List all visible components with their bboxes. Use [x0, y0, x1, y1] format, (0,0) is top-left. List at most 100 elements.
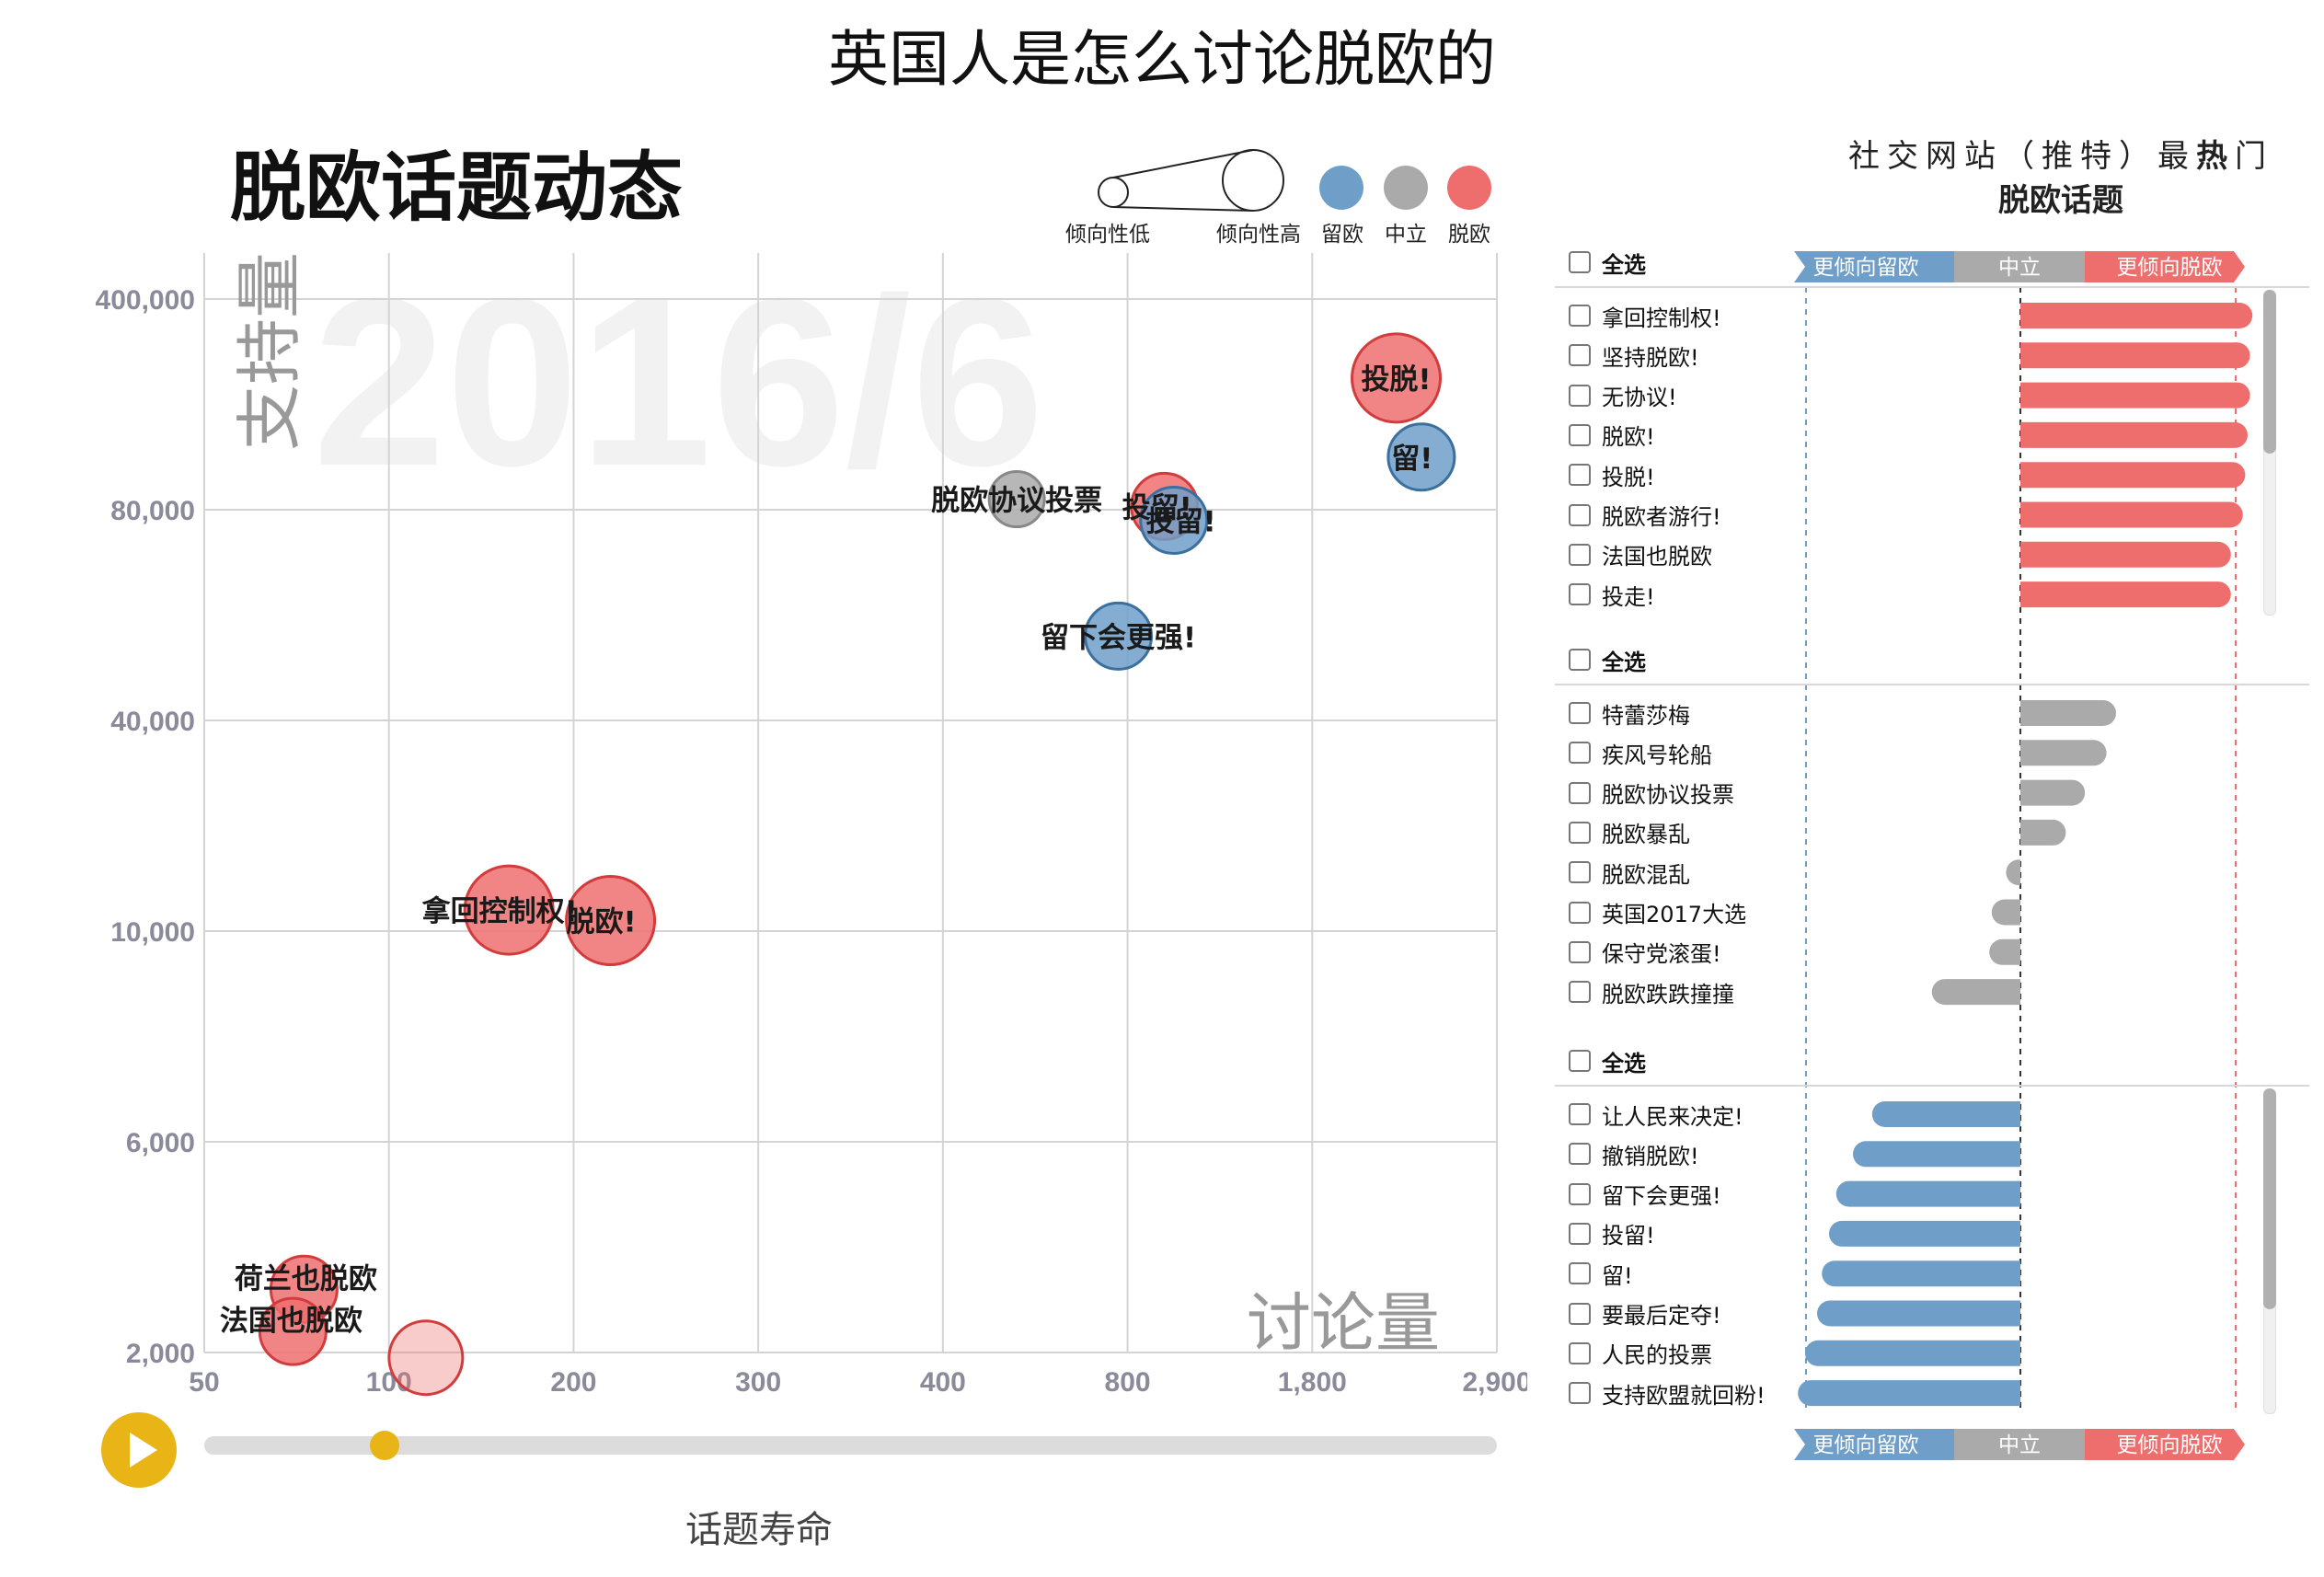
bubble[interactable]: [258, 1296, 328, 1366]
topic-row[interactable]: 支持欧盟就回粉!: [1569, 1375, 1766, 1411]
topic-bar[interactable]: [1822, 1260, 2020, 1287]
topic-bar[interactable]: [2020, 819, 2066, 846]
select-all-checkbox-leave[interactable]: 全选: [1569, 244, 1646, 281]
topic-row[interactable]: 撤销脱欧!: [1569, 1135, 1699, 1172]
topic-row[interactable]: 法国也脱欧: [1569, 536, 1712, 573]
topic-bar[interactable]: [2020, 382, 2250, 409]
topic-bar[interactable]: [1989, 938, 2020, 965]
bubble[interactable]: [565, 875, 657, 967]
checkbox-icon[interactable]: [1569, 344, 1591, 367]
checkbox-icon[interactable]: [1569, 464, 1591, 487]
checkbox-icon[interactable]: [1569, 1382, 1591, 1405]
topic-row[interactable]: 脱欧跌跌撞撞: [1569, 973, 1734, 1010]
legend-leave-dot: [1447, 166, 1491, 210]
checkbox-icon[interactable]: [1569, 583, 1591, 606]
topic-row[interactable]: 投脱!: [1569, 456, 1655, 493]
scrollbar-thumb[interactable]: [2263, 1088, 2276, 1309]
topic-row[interactable]: 让人民来决定!: [1569, 1096, 1743, 1133]
topic-row[interactable]: 投留!: [1569, 1215, 1655, 1252]
checkbox-icon[interactable]: [1569, 251, 1591, 273]
checkbox-icon[interactable]: [1569, 649, 1591, 671]
bubble-label: 留!: [1391, 443, 1432, 476]
checkbox-icon[interactable]: [1569, 1182, 1591, 1205]
topic-row[interactable]: 留!: [1569, 1255, 1633, 1292]
scale-leave-label: 更倾向脱欧: [2117, 256, 2223, 280]
topic-bar[interactable]: [2020, 342, 2250, 369]
topic-bar[interactable]: [2020, 462, 2246, 489]
topic-bar[interactable]: [2006, 859, 2020, 886]
topic-row[interactable]: 拿回控制权!: [1569, 297, 1721, 334]
topic-bar[interactable]: [1829, 1220, 2020, 1247]
checkbox-icon[interactable]: [1569, 781, 1591, 804]
timeline-slider-handle[interactable]: [370, 1431, 399, 1460]
checkbox-icon[interactable]: [1569, 1262, 1591, 1285]
topic-bar[interactable]: [2020, 303, 2253, 328]
axis-ticks: 50 100 200 300 400 800 1,800 2,900 2,000 6,000 10,…: [96, 285, 1527, 1398]
topic-row[interactable]: 疾风号轮船: [1569, 734, 1712, 771]
checkbox-icon[interactable]: [1569, 543, 1591, 566]
topic-bar[interactable]: [2020, 740, 2107, 766]
topic-bar[interactable]: [2020, 581, 2231, 608]
y-axis-label: 支持量: [231, 252, 308, 451]
checkbox-icon[interactable]: [1569, 1341, 1591, 1364]
topic-bar[interactable]: [1798, 1380, 2020, 1407]
checkbox-icon[interactable]: [1569, 1302, 1591, 1325]
topic-row[interactable]: 脱欧混乱: [1569, 854, 1690, 891]
topic-bar[interactable]: [2020, 541, 2231, 568]
checkbox-icon[interactable]: [1569, 1143, 1591, 1166]
checkbox-icon[interactable]: [1569, 384, 1591, 407]
topic-bar[interactable]: [1817, 1300, 2020, 1327]
topic-bar[interactable]: [2020, 421, 2249, 448]
checkbox-icon[interactable]: [1569, 423, 1591, 446]
checkbox-icon[interactable]: [1569, 742, 1591, 765]
play-button[interactable]: [101, 1412, 177, 1488]
checkbox-icon[interactable]: [1569, 1222, 1591, 1245]
checkbox-icon[interactable]: [1569, 702, 1591, 724]
bubble[interactable]: [1386, 422, 1456, 492]
topic-row[interactable]: 脱欧!: [1569, 417, 1655, 454]
bubble[interactable]: [1084, 601, 1154, 671]
topic-bar[interactable]: [1931, 979, 2020, 1006]
checkbox-icon[interactable]: [1569, 940, 1591, 963]
chart-title: 脱欧话题动态: [230, 144, 684, 232]
topic-row[interactable]: 要最后定夺!: [1569, 1295, 1721, 1332]
topic-row[interactable]: 特蕾莎梅: [1569, 695, 1690, 731]
bubble[interactable]: [1351, 332, 1443, 424]
bubble[interactable]: [1139, 485, 1209, 555]
topic-row[interactable]: 英国2017大选: [1569, 894, 1746, 931]
timeline-slider[interactable]: [204, 1436, 1497, 1455]
topic-bar[interactable]: [1853, 1141, 2020, 1168]
topic-row[interactable]: 投走!: [1569, 576, 1655, 613]
select-all-checkbox-neutral[interactable]: 全选: [1569, 641, 1646, 678]
topic-row[interactable]: 坚持脱欧!: [1569, 337, 1699, 374]
topic-row[interactable]: 留下会更强!: [1569, 1176, 1721, 1213]
topic-bar[interactable]: [2020, 501, 2243, 528]
topic-bar[interactable]: [2020, 700, 2116, 726]
select-all-checkbox-remain[interactable]: 全选: [1569, 1042, 1646, 1079]
topic-row[interactable]: 保守党滚蛋!: [1569, 934, 1721, 971]
checkbox-icon[interactable]: [1569, 503, 1591, 526]
bubble[interactable]: [387, 1319, 465, 1397]
topic-bar[interactable]: [1871, 1101, 2020, 1127]
topic-bar[interactable]: [1835, 1180, 2020, 1207]
bubble[interactable]: [463, 864, 555, 956]
scrollbar-thumb[interactable]: [2263, 290, 2276, 454]
bubble[interactable]: [987, 470, 1046, 529]
topic-row[interactable]: 脱欧协议投票: [1569, 775, 1734, 812]
topic-row[interactable]: 脱欧者游行!: [1569, 497, 1721, 534]
checkbox-icon[interactable]: [1569, 821, 1591, 844]
checkbox-icon[interactable]: [1569, 861, 1591, 884]
checkbox-icon[interactable]: [1569, 901, 1591, 924]
topic-bar[interactable]: [1805, 1340, 2020, 1366]
topic-bar[interactable]: [2020, 779, 2086, 806]
select-all-label: 全选: [1602, 251, 1646, 278]
checkbox-icon[interactable]: [1569, 981, 1591, 1004]
topic-row[interactable]: 无协议!: [1569, 377, 1677, 414]
topic-row[interactable]: 脱欧暴乱: [1569, 814, 1690, 851]
checkbox-icon[interactable]: [1569, 305, 1591, 327]
checkbox-icon[interactable]: [1569, 1050, 1591, 1072]
topic-bar[interactable]: [1991, 899, 2020, 926]
topic-label: 留!: [1602, 1262, 1633, 1289]
checkbox-icon[interactable]: [1569, 1103, 1591, 1125]
topic-row[interactable]: 人民的投票: [1569, 1335, 1712, 1372]
